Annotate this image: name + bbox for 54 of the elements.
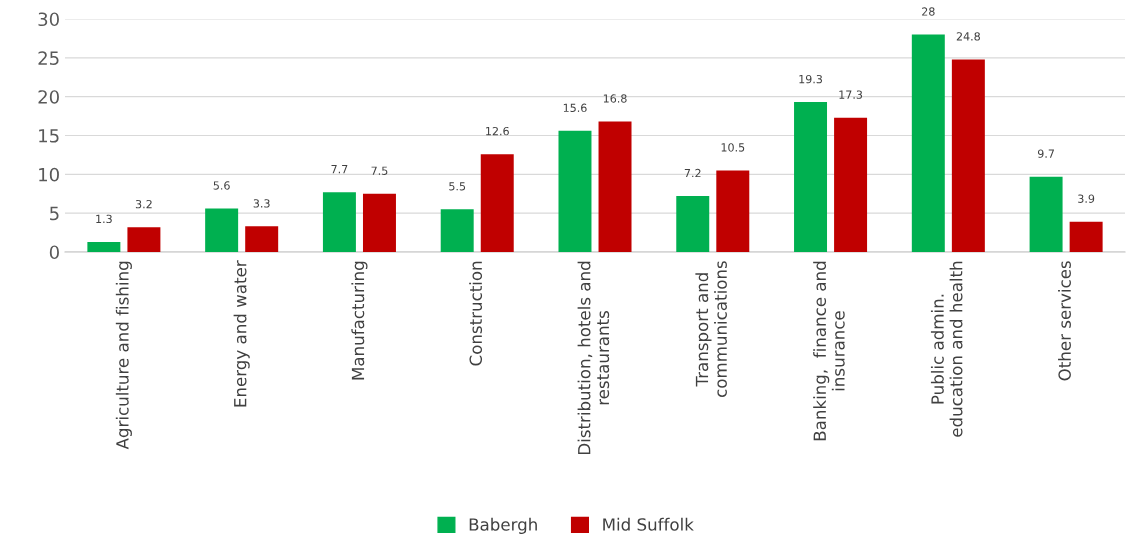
x-tick-label: Manufacturing (351, 261, 368, 380)
data-label: 7.2 (684, 168, 701, 178)
bar (598, 121, 632, 252)
data-label: 9.7 (1037, 149, 1054, 158)
x-tick-label: Agriculture and fishing (115, 261, 132, 450)
data-label: 3.9 (1078, 194, 1095, 203)
bar (87, 241, 121, 252)
bar (1069, 221, 1103, 252)
bar (716, 170, 750, 252)
x-tick-label: Banking, finance and insurance (813, 261, 845, 441)
data-label: 17.3 (839, 90, 863, 99)
bar (558, 130, 592, 252)
x-tick-label: Distribution, hotels and restaurants (577, 261, 610, 455)
bar (951, 59, 985, 252)
x-tick-label: Construction (469, 261, 483, 366)
bar (440, 209, 474, 252)
data-label: 12.6 (486, 126, 509, 136)
data-label: 16.8 (603, 94, 627, 103)
data-label: 5.5 (449, 182, 466, 191)
bar (911, 34, 945, 252)
y-tick-label: 5 (50, 206, 59, 221)
data-label: 7.7 (331, 165, 348, 174)
bar (245, 226, 279, 252)
data-label: 3.3 (253, 199, 270, 208)
data-label: 24.8 (956, 32, 980, 41)
data-label: 10.5 (721, 143, 745, 152)
bar (794, 102, 828, 252)
bar (834, 117, 868, 252)
x-tick-label: Energy and water (233, 260, 250, 407)
x-tick-label: Transport and communications (695, 261, 727, 397)
bar (480, 154, 514, 252)
data-label: 3.2 (135, 199, 152, 209)
data-label: 5.6 (213, 181, 230, 190)
x-tick-label: Public admin. education and health (930, 261, 963, 437)
bar (127, 227, 161, 252)
data-label: 7.5 (371, 166, 388, 175)
bar (205, 208, 239, 252)
y-tick-label: 0 (49, 245, 59, 260)
y-tick-label: 10 (39, 167, 59, 182)
y-tick-label: 25 (38, 51, 59, 65)
y-tick-label: 30 (38, 12, 59, 27)
data-label: 1.3 (96, 214, 112, 224)
bar (1029, 176, 1063, 252)
data-label: 15.6 (563, 103, 587, 113)
x-tick-label: Other services (1058, 261, 1071, 381)
data-label: 19.3 (799, 74, 823, 84)
y-tick-label: 20 (38, 90, 59, 104)
bar (362, 193, 396, 252)
bar (322, 192, 356, 252)
legend-label: Babergh (469, 517, 537, 534)
bar (676, 196, 710, 252)
y-tick-label: 15 (39, 129, 59, 143)
data-label: 28 (922, 7, 935, 16)
legend-label: Mid Suffolk (603, 517, 694, 531)
